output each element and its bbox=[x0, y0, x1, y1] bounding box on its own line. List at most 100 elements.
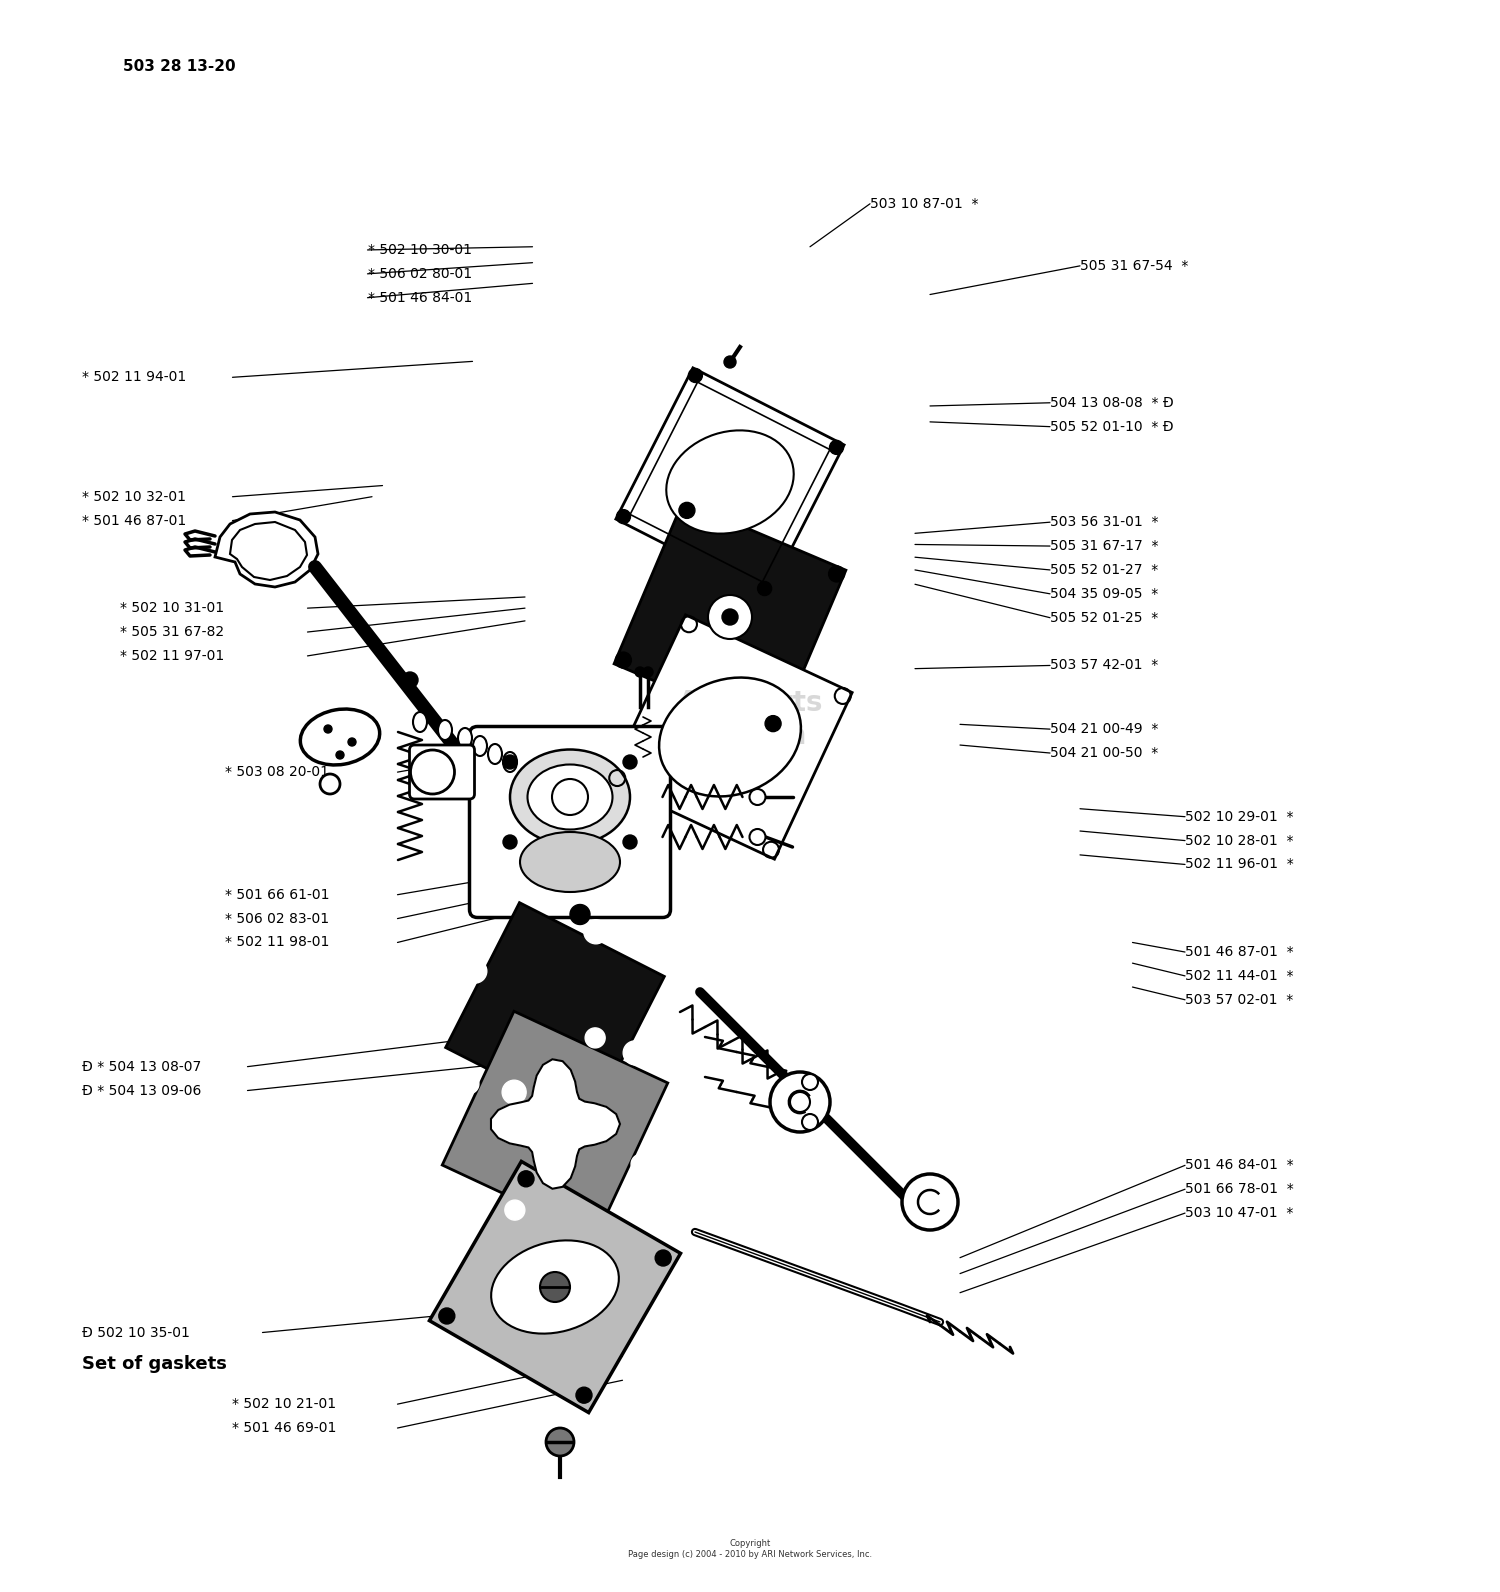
Circle shape bbox=[616, 509, 630, 524]
Polygon shape bbox=[490, 1059, 620, 1189]
Text: * 502 10 21-01: * 502 10 21-01 bbox=[232, 1398, 336, 1411]
Circle shape bbox=[585, 1028, 604, 1048]
Ellipse shape bbox=[488, 743, 502, 764]
Text: 505 52 01-27  *: 505 52 01-27 * bbox=[1050, 564, 1158, 576]
Text: * 502 11 97-01: * 502 11 97-01 bbox=[120, 650, 225, 662]
Text: 504 35 09-05  *: 504 35 09-05 * bbox=[1050, 587, 1158, 600]
Text: * 503 08 20-01: * 503 08 20-01 bbox=[225, 766, 328, 778]
Circle shape bbox=[506, 1200, 525, 1219]
Text: * 501 46 87-01: * 501 46 87-01 bbox=[82, 514, 186, 527]
Circle shape bbox=[644, 667, 652, 677]
Text: 503 56 31-01  *: 503 56 31-01 * bbox=[1050, 516, 1158, 529]
Circle shape bbox=[518, 1170, 534, 1186]
Polygon shape bbox=[614, 501, 846, 732]
Ellipse shape bbox=[472, 736, 488, 756]
Circle shape bbox=[724, 357, 736, 368]
Circle shape bbox=[758, 581, 771, 595]
Text: 502 10 28-01  *: 502 10 28-01 * bbox=[1185, 834, 1293, 847]
Circle shape bbox=[552, 778, 588, 815]
Text: ARI Parts
Stream: ARI Parts Stream bbox=[678, 689, 822, 750]
Polygon shape bbox=[608, 615, 852, 860]
Text: 505 52 01-25  *: 505 52 01-25 * bbox=[1050, 611, 1158, 624]
Text: 503 57 42-01  *: 503 57 42-01 * bbox=[1050, 659, 1158, 672]
Text: Ð * 504 13 08-07: Ð * 504 13 08-07 bbox=[82, 1060, 201, 1073]
Text: 501 46 87-01  *: 501 46 87-01 * bbox=[1185, 946, 1293, 958]
FancyBboxPatch shape bbox=[410, 745, 474, 799]
Text: 502 11 96-01  *: 502 11 96-01 * bbox=[1185, 858, 1293, 871]
Polygon shape bbox=[446, 903, 664, 1121]
Ellipse shape bbox=[490, 1240, 620, 1334]
Text: * 506 02 80-01: * 506 02 80-01 bbox=[368, 267, 471, 280]
Circle shape bbox=[902, 1173, 958, 1231]
Circle shape bbox=[750, 829, 765, 845]
Circle shape bbox=[622, 834, 638, 849]
Circle shape bbox=[828, 565, 844, 583]
Text: 503 57 02-01  *: 503 57 02-01 * bbox=[1185, 993, 1293, 1006]
Circle shape bbox=[750, 790, 765, 806]
Ellipse shape bbox=[510, 750, 630, 844]
Circle shape bbox=[540, 1272, 570, 1302]
Circle shape bbox=[320, 774, 340, 794]
Text: 504 21 00-49  *: 504 21 00-49 * bbox=[1050, 723, 1158, 736]
Ellipse shape bbox=[528, 764, 612, 829]
Polygon shape bbox=[214, 513, 318, 587]
Text: 505 31 67-17  *: 505 31 67-17 * bbox=[1050, 540, 1158, 552]
Text: Set of gaskets: Set of gaskets bbox=[82, 1355, 228, 1374]
Text: 501 46 84-01  *: 501 46 84-01 * bbox=[1185, 1159, 1293, 1172]
Circle shape bbox=[765, 716, 782, 732]
Text: 504 21 00-50  *: 504 21 00-50 * bbox=[1050, 747, 1158, 759]
Text: 505 31 67-54  *: 505 31 67-54 * bbox=[1080, 259, 1188, 272]
Polygon shape bbox=[429, 1162, 681, 1412]
Circle shape bbox=[802, 1075, 818, 1091]
Circle shape bbox=[440, 1309, 454, 1325]
Circle shape bbox=[546, 1428, 574, 1457]
Text: * 502 11 98-01: * 502 11 98-01 bbox=[225, 936, 330, 949]
Polygon shape bbox=[490, 1059, 620, 1189]
Ellipse shape bbox=[658, 678, 801, 796]
Circle shape bbox=[656, 1250, 670, 1266]
Circle shape bbox=[632, 1154, 651, 1175]
Circle shape bbox=[402, 672, 418, 688]
Circle shape bbox=[411, 750, 454, 794]
Circle shape bbox=[770, 1071, 830, 1132]
Ellipse shape bbox=[503, 751, 518, 772]
Circle shape bbox=[503, 755, 518, 769]
Circle shape bbox=[830, 441, 843, 454]
Circle shape bbox=[464, 958, 488, 984]
Circle shape bbox=[459, 1075, 478, 1094]
Circle shape bbox=[348, 739, 355, 747]
Text: * 506 02 83-01: * 506 02 83-01 bbox=[225, 912, 328, 925]
Ellipse shape bbox=[438, 720, 452, 740]
FancyBboxPatch shape bbox=[470, 726, 670, 917]
Ellipse shape bbox=[300, 708, 380, 766]
Circle shape bbox=[722, 610, 738, 626]
Text: 503 10 87-01  *: 503 10 87-01 * bbox=[870, 197, 978, 210]
Text: 501 66 78-01  *: 501 66 78-01 * bbox=[1185, 1183, 1293, 1196]
Ellipse shape bbox=[520, 833, 620, 892]
Text: 502 10 29-01  *: 502 10 29-01 * bbox=[1185, 810, 1293, 823]
Ellipse shape bbox=[666, 430, 794, 533]
Text: * 502 11 94-01: * 502 11 94-01 bbox=[82, 371, 186, 384]
Polygon shape bbox=[616, 368, 844, 595]
Circle shape bbox=[688, 368, 702, 382]
Text: Ð * 504 13 09-06: Ð * 504 13 09-06 bbox=[82, 1084, 203, 1097]
Ellipse shape bbox=[413, 712, 428, 732]
Text: * 502 10 30-01: * 502 10 30-01 bbox=[368, 244, 471, 256]
Text: 504 13 08-08  * Ð: 504 13 08-08 * Ð bbox=[1050, 396, 1173, 409]
Circle shape bbox=[634, 667, 645, 677]
Polygon shape bbox=[442, 1011, 668, 1237]
Text: 503 10 47-01  *: 503 10 47-01 * bbox=[1185, 1207, 1293, 1219]
Text: * 502 10 31-01: * 502 10 31-01 bbox=[120, 602, 224, 615]
Text: * 502 10 32-01: * 502 10 32-01 bbox=[82, 490, 186, 503]
Text: 503 28 13-20: 503 28 13-20 bbox=[123, 59, 236, 75]
Text: * 505 31 67-82: * 505 31 67-82 bbox=[120, 626, 224, 638]
Text: * 501 46 69-01: * 501 46 69-01 bbox=[232, 1422, 338, 1434]
Circle shape bbox=[680, 503, 694, 519]
Circle shape bbox=[503, 834, 518, 849]
Circle shape bbox=[708, 595, 752, 638]
Text: * 501 66 61-01: * 501 66 61-01 bbox=[225, 888, 330, 901]
Circle shape bbox=[570, 904, 590, 925]
Text: Ð 502 10 35-01: Ð 502 10 35-01 bbox=[82, 1326, 190, 1339]
Circle shape bbox=[802, 1114, 818, 1130]
Circle shape bbox=[615, 653, 632, 669]
